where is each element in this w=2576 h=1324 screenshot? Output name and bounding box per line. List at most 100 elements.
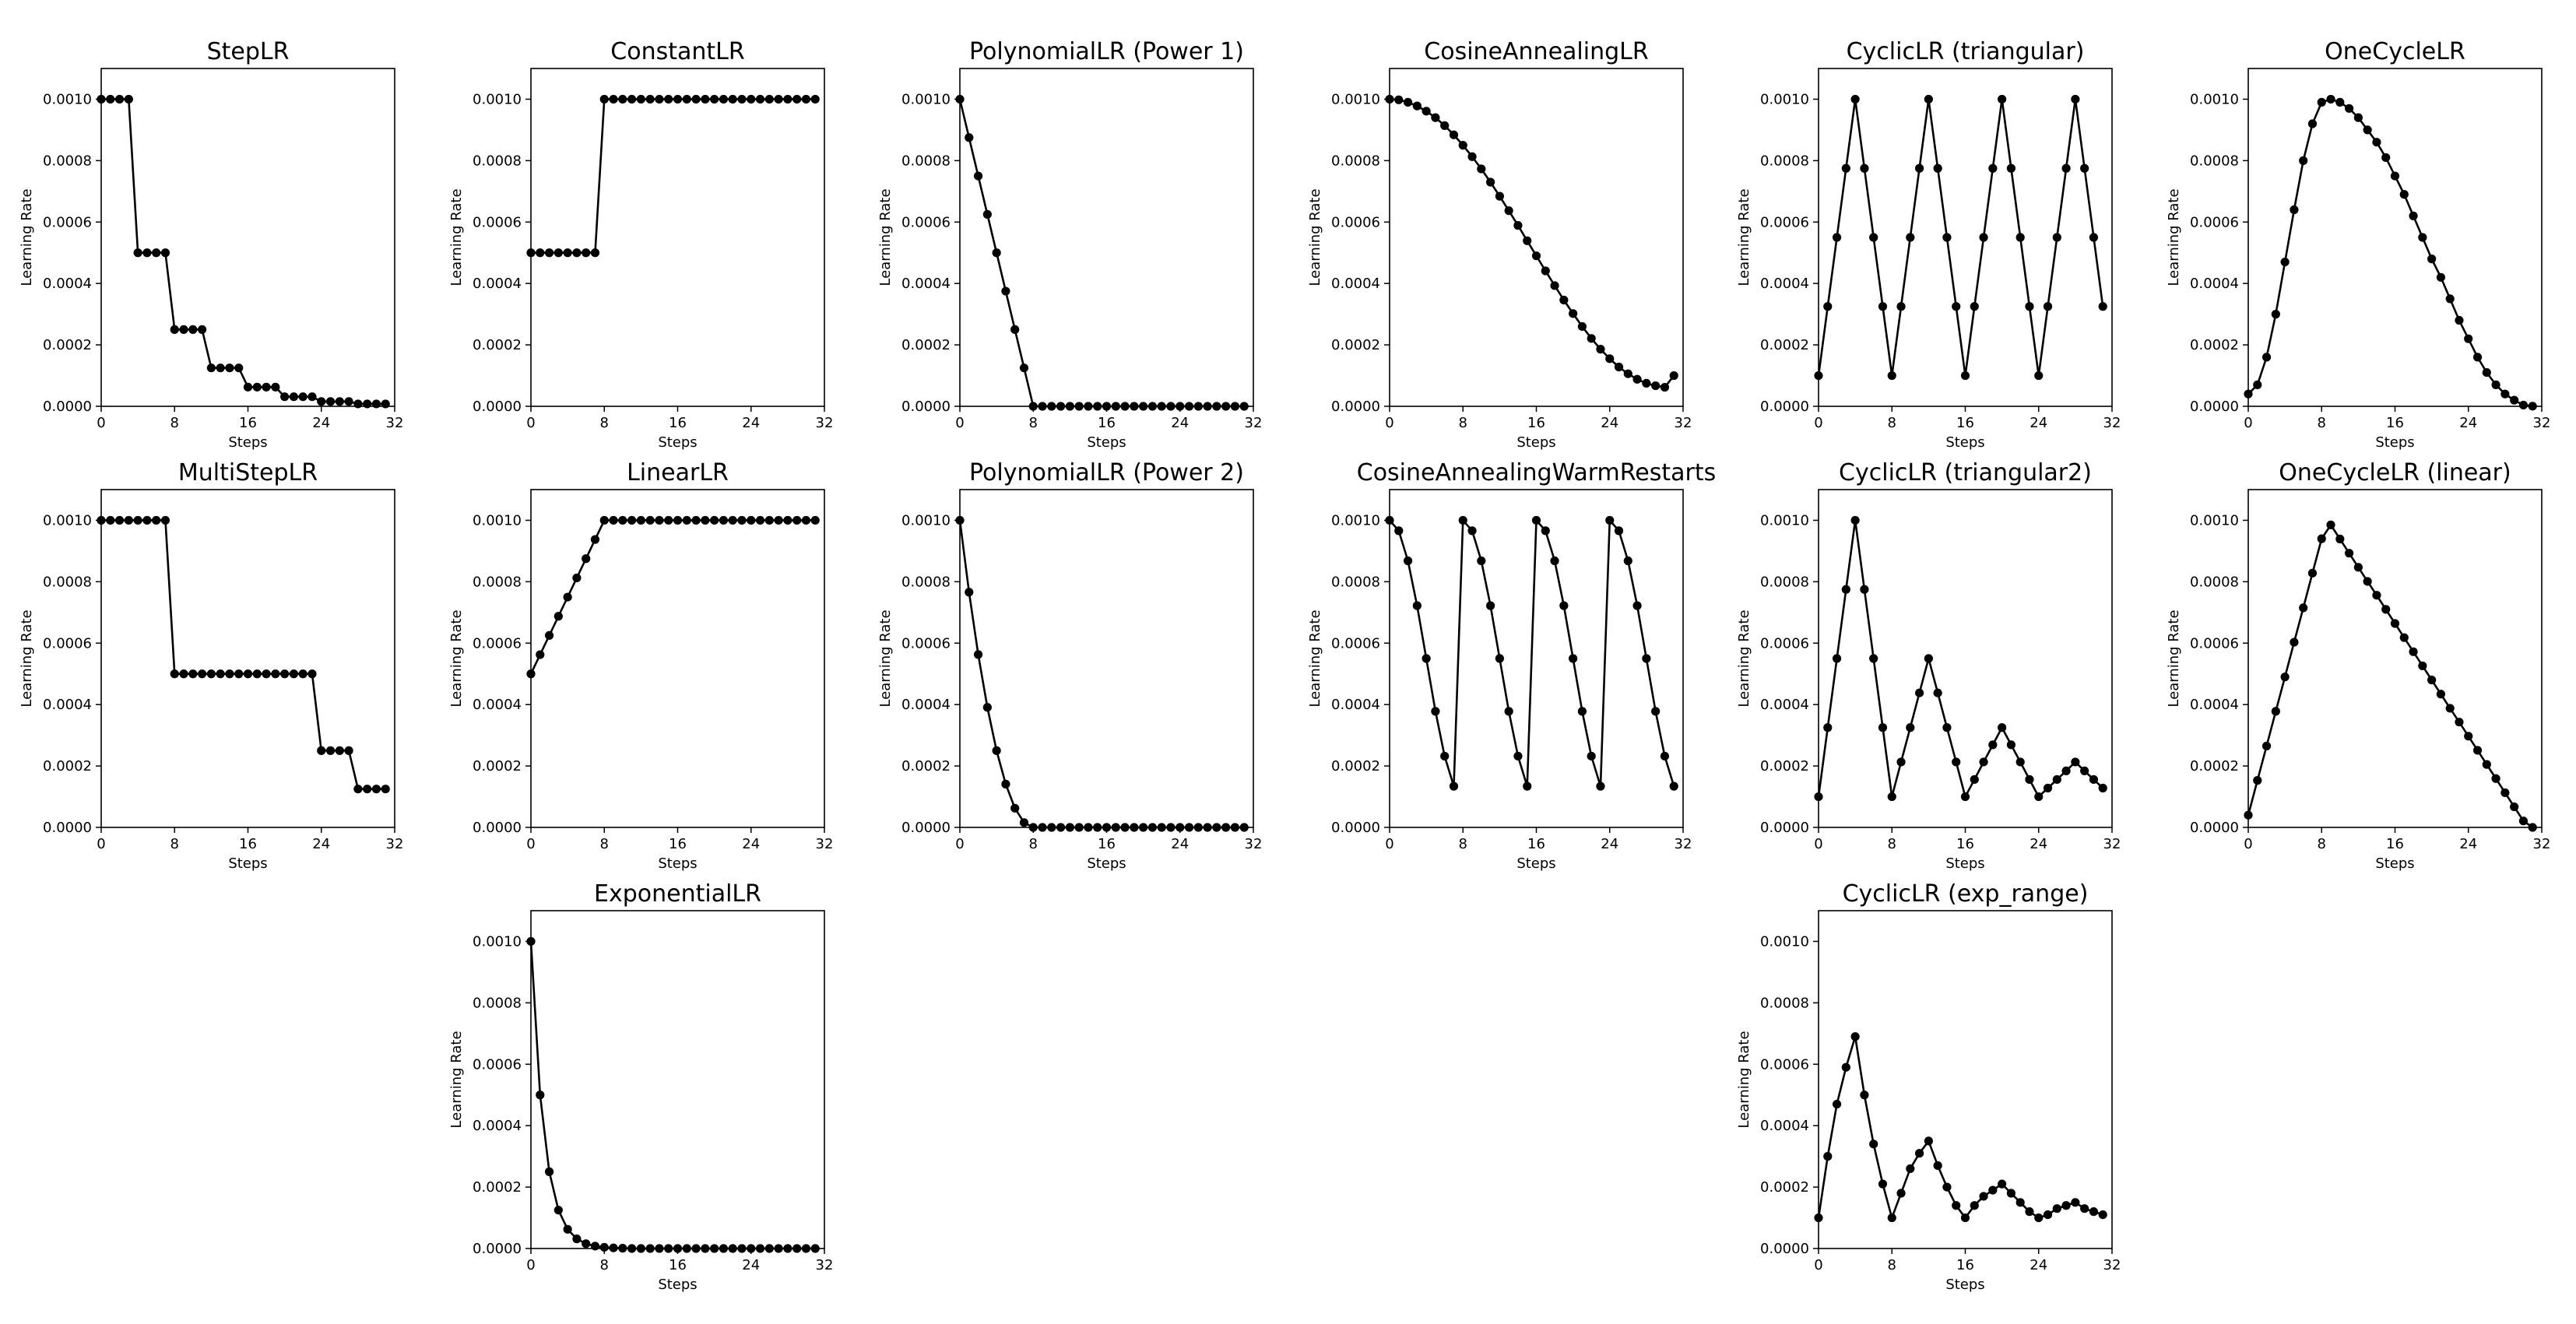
data-point <box>973 171 983 181</box>
y-axis-label: Learning Rate <box>448 188 465 286</box>
y-tick-label: 0.0008 <box>1760 995 1809 1011</box>
data-point <box>1823 1152 1833 1161</box>
data-point <box>1669 371 1678 381</box>
data-point <box>1477 164 1486 174</box>
data-point <box>2482 368 2491 378</box>
y-tick-label: 0.0006 <box>1331 214 1380 230</box>
data-point <box>1660 382 1670 392</box>
data-point <box>234 363 244 373</box>
plot-frame <box>100 489 395 828</box>
data-point <box>2253 776 2262 785</box>
x-tick-label: 0 <box>526 415 535 431</box>
chart-panel: CyclicLR (triangular) 0.0000 0.0002 0.0004 0… <box>1736 38 2121 451</box>
chart-title: OneCycleLR <box>2325 38 2465 65</box>
data-point <box>1860 585 1869 594</box>
data-point <box>2071 94 2080 104</box>
y-tick-label: 0.0004 <box>2190 697 2239 713</box>
data-point <box>179 325 188 334</box>
data-point <box>2299 603 2308 613</box>
x-axis-label: Steps <box>658 1277 697 1293</box>
data-point <box>2034 792 2044 802</box>
x-tick-label: 8 <box>600 836 609 852</box>
x-tick-label: 16 <box>2386 836 2404 852</box>
data-point <box>1952 1201 1961 1210</box>
x-tick-label: 8 <box>1459 836 1467 852</box>
data-point <box>992 746 1001 755</box>
data-point <box>2344 104 2354 113</box>
y-axis-label: Learning Rate <box>877 188 894 286</box>
data-point <box>582 1239 591 1248</box>
x-tick-label: 0 <box>1814 836 1822 852</box>
data-point <box>1458 141 1467 150</box>
data-point <box>982 703 992 712</box>
x-axis-label: Steps <box>1087 434 1126 451</box>
x-tick-label: 0 <box>2244 415 2252 431</box>
data-point <box>2491 380 2500 389</box>
data-point <box>1467 152 1477 161</box>
x-tick-label: 8 <box>1029 836 1038 852</box>
data-point <box>747 94 756 104</box>
chart-panel: PolynomialLR (Power 2) 0.0000 0.0002 0.0004… <box>877 459 1262 872</box>
y-tick-label: 0.0008 <box>1331 153 1380 169</box>
chart-title: CyclicLR (triangular2) <box>1839 459 2092 486</box>
data-point <box>2335 97 2345 107</box>
y-tick-label: 0.0000 <box>901 399 951 415</box>
data-point <box>636 515 645 525</box>
y-tick-label: 0.0000 <box>901 820 951 836</box>
data-point <box>645 515 655 525</box>
data-point <box>2015 757 2025 767</box>
data-point <box>2353 563 2363 572</box>
y-tick-label: 0.0000 <box>1331 820 1380 836</box>
data-point <box>2510 395 2519 405</box>
x-tick-label: 32 <box>2103 836 2121 852</box>
data-point <box>1642 378 1651 388</box>
data-point <box>764 94 774 104</box>
y-tick-label: 0.0008 <box>901 574 951 590</box>
data-point <box>2372 138 2381 147</box>
data-point <box>206 669 216 679</box>
data-point <box>2071 757 2080 767</box>
data-point <box>2061 1201 2071 1210</box>
data-point <box>2080 163 2089 173</box>
x-tick-label: 32 <box>2103 415 2121 431</box>
x-tick-label: 0 <box>1814 415 1822 431</box>
x-tick-label: 32 <box>2103 1257 2121 1273</box>
x-tick-label: 16 <box>1098 415 1116 431</box>
data-point <box>747 515 756 525</box>
data-point <box>636 94 645 104</box>
data-point <box>1394 526 1404 536</box>
y-tick-label: 0.0002 <box>43 337 92 353</box>
data-point <box>572 573 582 583</box>
data-point <box>609 94 618 104</box>
data-point <box>1952 757 1961 767</box>
y-tick-label: 0.0010 <box>1760 512 1809 529</box>
y-axis-label: Learning Rate <box>2166 609 2182 707</box>
data-point <box>1832 654 1842 663</box>
y-tick-label: 0.0010 <box>1760 91 1809 107</box>
chart-panel: ConstantLR 0.0000 0.0002 0.0004 0.0006 0.0008… <box>448 38 833 451</box>
y-tick-label: 0.0008 <box>43 153 92 169</box>
x-axis-label: Steps <box>228 434 267 451</box>
data-point <box>1998 94 2007 104</box>
data-point <box>1495 654 1504 663</box>
series-line <box>531 98 816 255</box>
x-tick-label: 0 <box>955 415 964 431</box>
data-point <box>170 669 179 679</box>
data-point <box>298 392 308 402</box>
data-point <box>2326 520 2335 529</box>
data-point <box>371 399 381 409</box>
x-tick-label: 32 <box>1245 415 1263 431</box>
y-tick-label: 0.0002 <box>1760 1179 1809 1196</box>
x-tick-label: 8 <box>1888 1257 1896 1273</box>
data-point <box>1559 295 1569 305</box>
data-point <box>1896 1189 1906 1198</box>
plot-frame <box>2247 68 2543 407</box>
data-point <box>1010 325 1020 334</box>
data-point <box>1878 723 1888 732</box>
data-point <box>2271 310 2280 319</box>
data-point <box>2518 817 2529 826</box>
data-point <box>2491 774 2500 783</box>
y-tick-label: 0.0002 <box>43 758 92 774</box>
x-tick-label: 32 <box>1675 415 1692 431</box>
data-point <box>2455 315 2464 325</box>
